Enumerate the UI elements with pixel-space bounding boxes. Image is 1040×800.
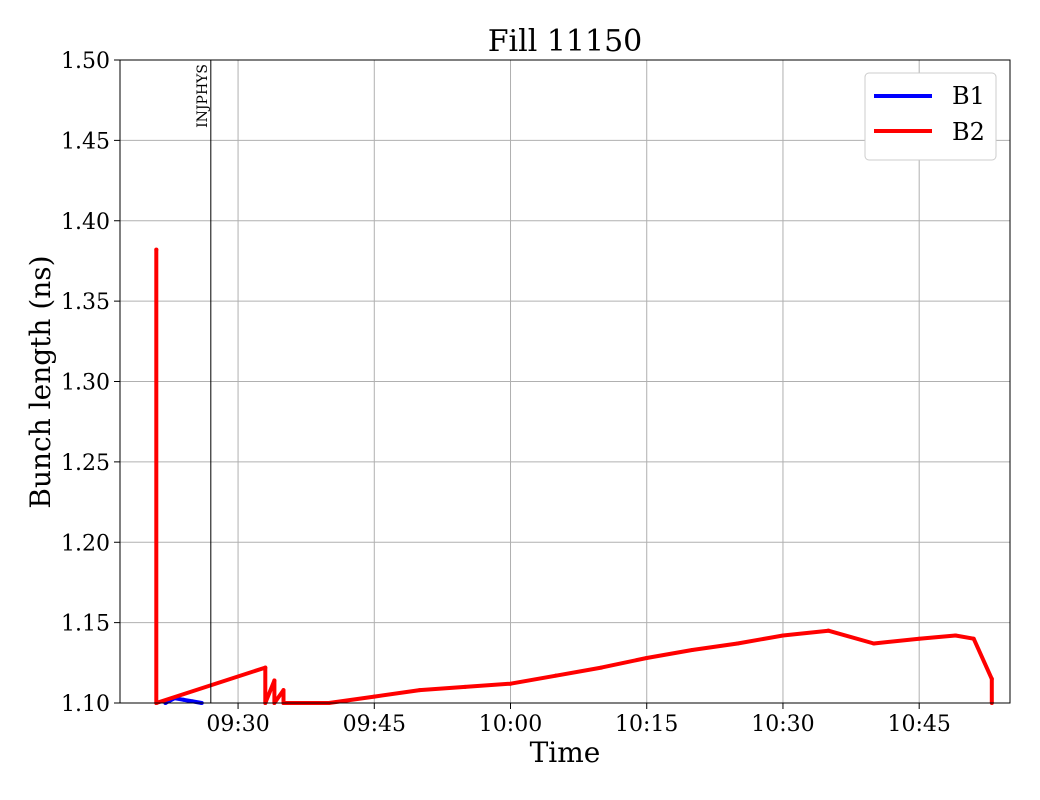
y-tick-label: 1.30 — [61, 371, 110, 396]
data-point-b1 — [181, 697, 186, 702]
data-point-b2 — [735, 641, 740, 646]
y-tick-label: 1.25 — [61, 451, 110, 476]
y-tick-label: 1.40 — [61, 210, 110, 235]
data-point-b2 — [826, 628, 831, 633]
y-tick-label: 1.20 — [61, 531, 110, 556]
y-tick-label: 1.15 — [61, 612, 110, 637]
y-tick-label: 1.10 — [61, 692, 110, 717]
data-point-b2 — [272, 678, 277, 683]
y-tick-labels: 1.10 1.15 1.20 1.25 1.30 1.35 1.40 1.45 1.50 — [61, 49, 120, 717]
data-point-b2 — [372, 694, 377, 699]
data-point-b2 — [281, 688, 286, 693]
legend-label-b1: B1 — [952, 82, 985, 110]
data-point-b2 — [953, 633, 958, 638]
series-lines — [154, 247, 994, 705]
x-axis-title: Time — [530, 736, 601, 769]
x-tick-label: 10:30 — [751, 712, 814, 737]
chart-title: Fill 11150 — [488, 24, 643, 59]
data-point-b2 — [644, 655, 649, 660]
annotations: INJPHYS — [195, 60, 212, 703]
legend-label-b2: B2 — [952, 118, 985, 146]
data-point-b2 — [154, 247, 159, 252]
data-point-b2 — [989, 676, 994, 681]
data-point-b2 — [508, 681, 513, 686]
data-point-b2 — [463, 684, 468, 689]
data-point-b2 — [599, 665, 604, 670]
data-point-b2 — [871, 641, 876, 646]
data-point-b2 — [690, 647, 695, 652]
annotation-label: INJPHYS — [195, 64, 211, 128]
y-tick-label: 1.45 — [61, 129, 110, 154]
data-point-b2 — [263, 665, 268, 670]
x-tick-label: 09:45 — [343, 712, 406, 737]
data-point-b2 — [780, 633, 785, 638]
y-tick-label: 1.35 — [61, 290, 110, 315]
x-tick-labels: 09:30 09:45 10:00 10:15 10:30 10:45 — [206, 703, 951, 737]
x-tick-label: 09:30 — [206, 712, 269, 737]
x-tick-label: 10:15 — [615, 712, 678, 737]
y-tick-label: 1.50 — [61, 49, 110, 74]
data-point-b2 — [417, 688, 422, 693]
x-tick-label: 10:45 — [887, 712, 950, 737]
data-point-b1 — [190, 699, 195, 704]
y-axis-title: Bunch length (ns) — [24, 255, 57, 508]
data-point-b2 — [553, 673, 558, 678]
legend: B1 B2 — [864, 72, 997, 161]
x-tick-label: 10:00 — [479, 712, 542, 737]
data-point-b2 — [971, 636, 976, 641]
data-point-b2 — [917, 636, 922, 641]
